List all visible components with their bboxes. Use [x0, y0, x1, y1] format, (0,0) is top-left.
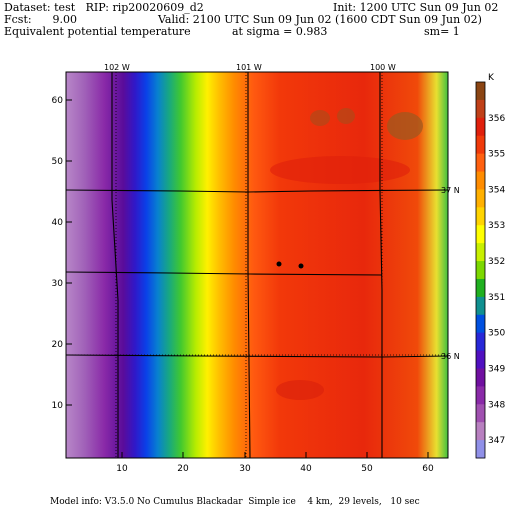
sigma-level-label: at sigma = 0.983 [232, 25, 328, 38]
colorbar-swatch [476, 82, 485, 101]
colorbar-label: 356 [488, 114, 505, 124]
colorbar-swatch [476, 368, 485, 387]
colorbar-label: 350 [488, 329, 505, 339]
colorbar-label: 348 [488, 400, 505, 410]
y-tick-label: 10 [52, 401, 64, 411]
colorbar-swatch [476, 386, 485, 405]
geo-labels: 102 W 101 W 100 W 37 N 36 N [104, 63, 460, 361]
x-tick-label: 50 [361, 464, 373, 474]
model-info: Model info: V3.5.0 No Cumulus Blackadar … [50, 497, 420, 507]
colorbar-swatch [476, 296, 485, 316]
colorbar-swatch [476, 440, 485, 459]
colorbar-swatch [476, 171, 485, 190]
colorbar-swatch [476, 225, 485, 244]
axis-ticks [66, 99, 429, 458]
x-tick-label: 10 [116, 464, 128, 474]
plot-frame [65, 71, 449, 459]
y-tick-label: 40 [52, 218, 64, 228]
warm-pocket [270, 156, 410, 184]
x-tick-label: 30 [239, 464, 251, 474]
forecast-hour-label: Fcst: 9.00 [4, 13, 78, 26]
colorbar-frame [475, 81, 486, 459]
y-tick-label: 30 [52, 279, 64, 289]
max-theta-e-area [310, 110, 330, 126]
y-tick-label: 50 [52, 157, 64, 167]
colorbar-swatch [476, 278, 485, 298]
colorbar-swatch [476, 422, 485, 441]
colorbar-label: 353 [488, 221, 505, 231]
lon-label: 101 W [236, 63, 262, 72]
x-tick-label: 40 [300, 464, 312, 474]
smoothing-label: sm= 1 [424, 25, 460, 38]
colorbar-swatch [476, 117, 485, 137]
colorbar-swatch [476, 404, 485, 423]
lat-label: 37 N [441, 186, 460, 195]
colorbar-label: 352 [488, 257, 505, 267]
y-tick-labels: 10 20 30 40 50 60 [52, 96, 64, 411]
colorbar [475, 81, 486, 459]
colorbar-swatch [476, 207, 485, 226]
x-tick-labels: 10 20 30 40 50 60 [116, 464, 434, 474]
field-name-label: Equivalent potential temperature [4, 25, 191, 38]
colorbar-unit: K [488, 73, 495, 83]
colorbar-label: 351 [488, 293, 505, 303]
x-tick-label: 20 [177, 464, 189, 474]
theta-e-field [66, 72, 448, 458]
colorbar-swatch [476, 135, 485, 155]
y-tick-label: 20 [52, 340, 64, 350]
colorbar-swatch [476, 153, 485, 173]
colorbar-label: 349 [488, 364, 505, 374]
colorbar-swatch [476, 243, 485, 262]
colorbar-labels: 356 355 354 353 352 351 350 349 348 347 [488, 114, 505, 446]
colorbar-label: 354 [488, 185, 505, 195]
lat-label: 36 N [441, 352, 460, 361]
colorbar-swatch [476, 261, 485, 280]
colorbar-swatch [476, 350, 485, 369]
lon-label: 100 W [370, 63, 396, 72]
colorbar-swatch [476, 332, 485, 352]
colorbar-swatch [476, 189, 485, 208]
max-theta-e-area [337, 108, 355, 124]
valid-time-label: Valid: 2100 UTC Sun 09 Jun 02 (1600 CDT … [158, 13, 482, 26]
lon-label: 102 W [104, 63, 130, 72]
y-tick-label: 60 [52, 96, 64, 106]
colorbar-label: 347 [488, 436, 505, 446]
colorbar-label: 355 [488, 150, 505, 160]
dataset-label: Dataset: test RIP: rip20020609_d2 [4, 1, 204, 14]
boundary-lines [65, 72, 449, 459]
max-theta-e-area [387, 112, 423, 140]
colorbar-swatch [476, 99, 485, 119]
station-marker [276, 261, 282, 267]
colorbar-swatch [476, 314, 485, 334]
station-marker [298, 263, 304, 269]
warm-pocket [276, 380, 324, 400]
init-time-label: Init: 1200 UTC Sun 09 Jun 02 [333, 1, 499, 14]
x-tick-label: 60 [422, 464, 434, 474]
